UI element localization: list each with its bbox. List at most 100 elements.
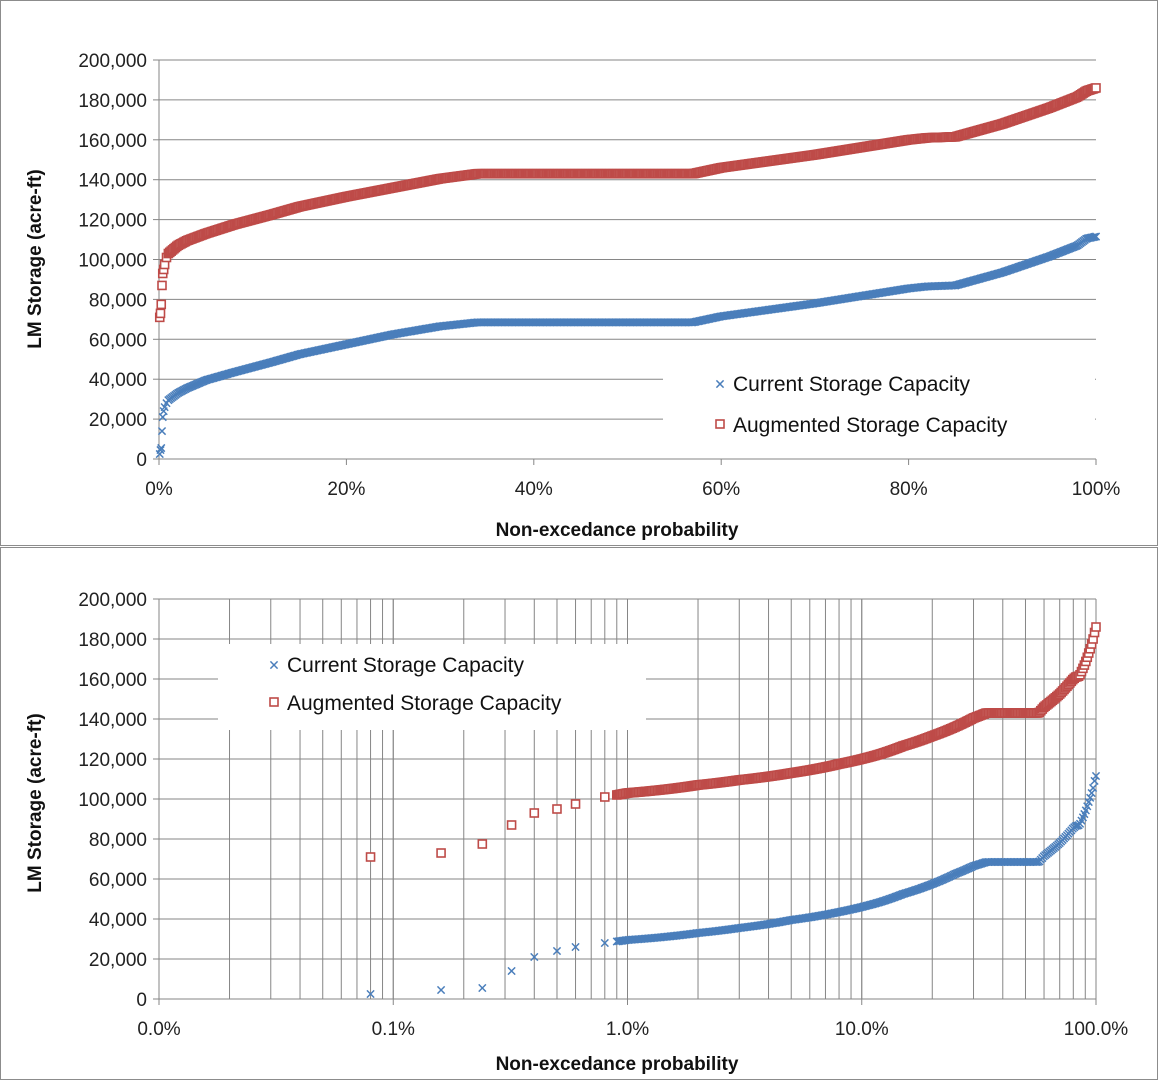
current-capacity-marker xyxy=(157,443,166,453)
current-capacity-marker xyxy=(160,402,169,412)
x-marker-stroke xyxy=(1032,857,1041,867)
y-tick-label: 100,000 xyxy=(78,790,147,811)
x-marker-stroke xyxy=(158,412,167,422)
x-marker-stroke xyxy=(552,946,562,956)
x-axis-title: Non-excedance probability xyxy=(496,520,739,541)
y-tick-label: 160,000 xyxy=(78,131,147,152)
augmented-capacity-marker xyxy=(1091,83,1101,93)
y-axis-title: LM Storage (acre-ft) xyxy=(25,713,46,892)
y-tick-label: 60,000 xyxy=(89,330,147,351)
augmented-capacity-marker xyxy=(157,280,167,291)
legend-label-current: Current Storage Capacity xyxy=(733,373,970,396)
y-tick-label: 40,000 xyxy=(89,910,147,931)
grid-lines xyxy=(159,59,1096,420)
augmented-capacity-marker xyxy=(552,804,562,814)
legend-label-augmented: Augmented Storage Capacity xyxy=(733,414,1008,437)
x-tick-label: 10.0% xyxy=(835,1019,889,1040)
legend-x-marker xyxy=(269,660,279,670)
current-capacity-marker xyxy=(156,445,165,455)
x-marker-stroke xyxy=(530,952,539,962)
x-marker-stroke xyxy=(1090,776,1099,786)
augmented-capacity-marker xyxy=(156,299,167,310)
augmented-capacity-marker xyxy=(1091,622,1101,632)
y-tick-label: 80,000 xyxy=(89,830,147,851)
current-capacity-marker xyxy=(1032,857,1041,867)
grid-lines xyxy=(158,598,1097,999)
y-tick-label: 20,000 xyxy=(89,410,147,431)
current-capacity-marker xyxy=(1090,232,1099,241)
legend-box xyxy=(663,363,1095,449)
current-capacity-marker xyxy=(507,966,516,976)
y-tick-label: 0 xyxy=(136,990,147,1011)
legend: Current Storage Capacity Augmented Stora… xyxy=(663,363,1095,449)
axes: 0 20,000 40,000 60,000 80,000 100,000 120,000 1… xyxy=(78,590,1128,1040)
current-capacity-marker xyxy=(600,938,609,948)
current-capacity-marker xyxy=(552,946,562,956)
chart-panel-linear: 0 20,000 40,000 60,000 80,000 100,000 120,000 1… xyxy=(0,0,1158,546)
x-tick-label: 60% xyxy=(702,479,740,500)
legend-x-marker xyxy=(715,379,725,389)
y-tick-label: 80,000 xyxy=(89,290,147,311)
chart-linear: 0 20,000 40,000 60,000 80,000 100,000 120,000 1… xyxy=(25,51,1120,541)
current-capacity-marker xyxy=(1089,233,1098,242)
y-tick-label: 140,000 xyxy=(78,710,147,731)
current-capacity-marker xyxy=(366,989,375,999)
x-marker-stroke xyxy=(156,445,165,455)
current-capacity-marker xyxy=(1088,783,1098,793)
x-marker-stroke xyxy=(1091,771,1101,781)
current-capacity-marker xyxy=(1087,788,1096,798)
x-tick-label: 0% xyxy=(145,479,173,500)
x-marker-stroke xyxy=(269,660,279,670)
x-marker-stroke xyxy=(507,966,516,976)
legend-label-augmented: Augmented Storage Capacity xyxy=(287,692,562,715)
x-marker-stroke xyxy=(160,402,169,412)
y-tick-label: 20,000 xyxy=(89,950,147,971)
legend-x-marker xyxy=(715,379,725,389)
y-tick-label: 60,000 xyxy=(89,870,147,891)
legend: Current Storage Capacity Augmented Stora… xyxy=(218,644,646,730)
current-capacity-marker xyxy=(1086,793,1095,802)
x-tick-label: 80% xyxy=(890,479,928,500)
y-tick-label: 120,000 xyxy=(78,211,147,232)
x-tick-label: 100.0% xyxy=(1064,1019,1129,1040)
legend-square-marker xyxy=(269,697,279,707)
legend-label-current: Current Storage Capacity xyxy=(287,654,524,677)
x-marker-stroke xyxy=(366,989,375,999)
x-marker-stroke xyxy=(1087,788,1096,798)
x-tick-label: 0.1% xyxy=(372,1019,415,1040)
legend-square-marker xyxy=(715,419,725,429)
current-capacity-marker xyxy=(530,952,539,962)
current-capacity-marker xyxy=(436,985,446,995)
current-capacity-marker xyxy=(1091,771,1101,781)
x-marker-stroke xyxy=(1088,783,1098,793)
x-tick-label: 40% xyxy=(515,479,553,500)
y-tick-label: 0 xyxy=(136,450,147,471)
x-marker-stroke xyxy=(1091,232,1101,241)
y-tick-label: 140,000 xyxy=(78,171,147,192)
x-tick-label: 20% xyxy=(327,479,365,500)
x-tick-label: 1.0% xyxy=(606,1019,649,1040)
augmented-capacity-marker xyxy=(599,792,610,802)
x-marker-stroke xyxy=(478,983,487,993)
current-capacity-marker xyxy=(478,983,487,993)
x-marker-stroke xyxy=(600,938,609,948)
x-axis-title: Non-excedance probability xyxy=(496,1054,739,1075)
augmented-capacity-marker xyxy=(365,852,376,862)
x-marker-stroke xyxy=(715,379,725,389)
current-capacity-marker xyxy=(571,942,580,952)
y-tick-label: 200,000 xyxy=(78,51,147,72)
x-marker-stroke xyxy=(157,426,167,436)
chart-panel-log: 0 20,000 40,000 60,000 80,000 100,000 120,000 1… xyxy=(0,547,1158,1080)
y-tick-label: 40,000 xyxy=(89,370,147,391)
legend-x-marker xyxy=(269,660,279,670)
x-tick-label: 0.0% xyxy=(137,1019,180,1040)
current-capacity-marker xyxy=(157,426,167,436)
x-marker-stroke xyxy=(1089,233,1098,242)
augmented-capacity-marker xyxy=(529,808,540,818)
chart-log: 0 20,000 40,000 60,000 80,000 100,000 120,000 1… xyxy=(25,590,1128,1075)
y-axis-title: LM Storage (acre-ft) xyxy=(25,169,46,348)
y-tick-label: 200,000 xyxy=(78,590,147,611)
augmented-capacity-marker xyxy=(436,848,446,858)
x-marker-stroke xyxy=(1090,232,1099,241)
y-tick-label: 180,000 xyxy=(78,630,147,651)
